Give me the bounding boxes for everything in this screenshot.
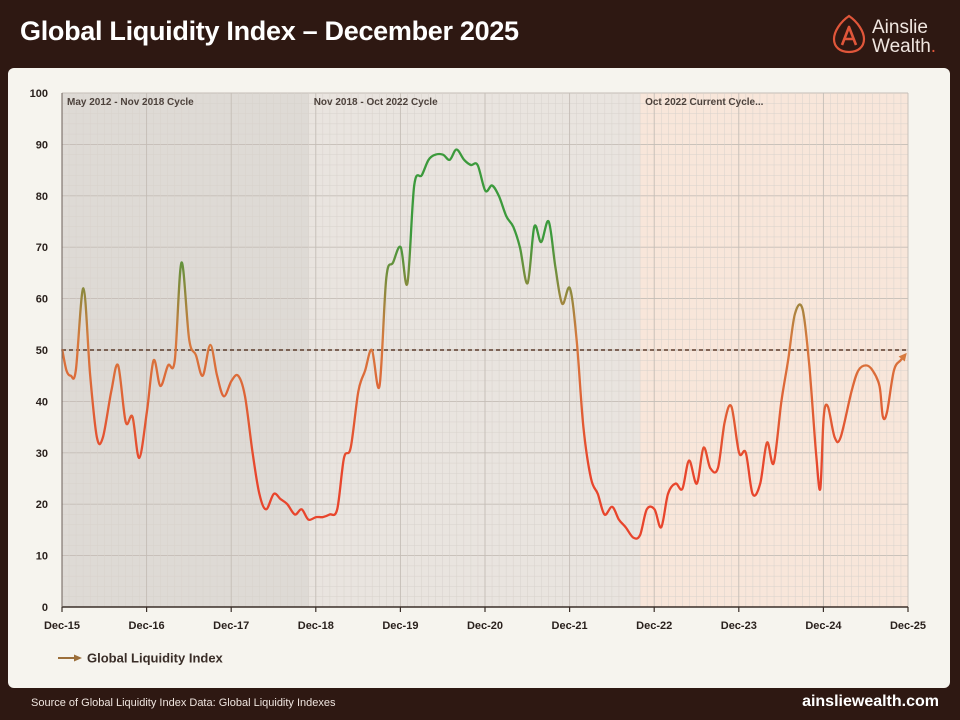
x-tick-label: Dec-16 [129,620,165,632]
legend: Global Liquidity Index [58,651,224,666]
chart-panel: May 2012 - Nov 2018 Cycle Nov 2018 - Oct … [8,68,950,688]
brand-name-line-1: Ainslie [872,17,928,38]
y-tick-label: 0 [42,602,48,614]
x-tick-label: Dec-22 [636,620,672,632]
footer-site: ainsliewealth.com [802,693,939,710]
cycle-label: Nov 2018 - Oct 2022 Cycle [314,97,438,108]
x-tick-label: Dec-20 [467,620,503,632]
brand-name-wealth: Wealth [872,36,931,57]
header: Global Liquidity Index – December 2025 A… [0,0,960,68]
series-end-arrow [898,352,907,362]
y-tick-label: 60 [36,294,48,306]
y-tick-label: 10 [36,551,48,563]
y-tick-label: 40 [36,396,48,408]
brand-logo: Ainslie Wealth. [830,12,955,58]
y-tick-label: 70 [36,242,48,254]
x-tick-label: Dec-21 [552,620,588,632]
y-tick-label: 100 [30,88,48,100]
y-tick-label: 20 [36,499,48,511]
x-tick-label: Dec-18 [298,620,334,632]
x-tick-label: Dec-17 [213,620,249,632]
series-line-global-liquidity-index [61,148,907,540]
brand-name-line-2: Wealth. [872,37,936,56]
ainslie-logo-icon [832,14,866,54]
legend-label: Global Liquidity Index [87,651,224,666]
x-tick-label: Dec-23 [721,620,757,632]
liquidity-chart: May 2012 - Nov 2018 Cycle Nov 2018 - Oct … [30,88,926,666]
footer-source: Source of Global Liquidity Index Data: G… [31,697,336,709]
x-tick-label: Dec-25 [890,620,926,632]
x-tick-label: Dec-15 [44,620,80,632]
y-tick-label: 80 [36,191,48,203]
y-tick-label: 50 [36,345,48,357]
brand-dot: . [930,36,937,57]
cycle-label: Oct 2022 Current Cycle... [645,97,764,108]
legend-arrow-icon [74,654,82,662]
page-title: Global Liquidity Index – December 2025 [20,16,519,46]
y-tick-label: 30 [36,448,48,460]
x-tick-label: Dec-19 [382,620,418,632]
cycle-label: May 2012 - Nov 2018 Cycle [67,97,194,108]
x-tick-label: Dec-24 [805,620,842,632]
y-tick-label: 90 [36,139,48,151]
